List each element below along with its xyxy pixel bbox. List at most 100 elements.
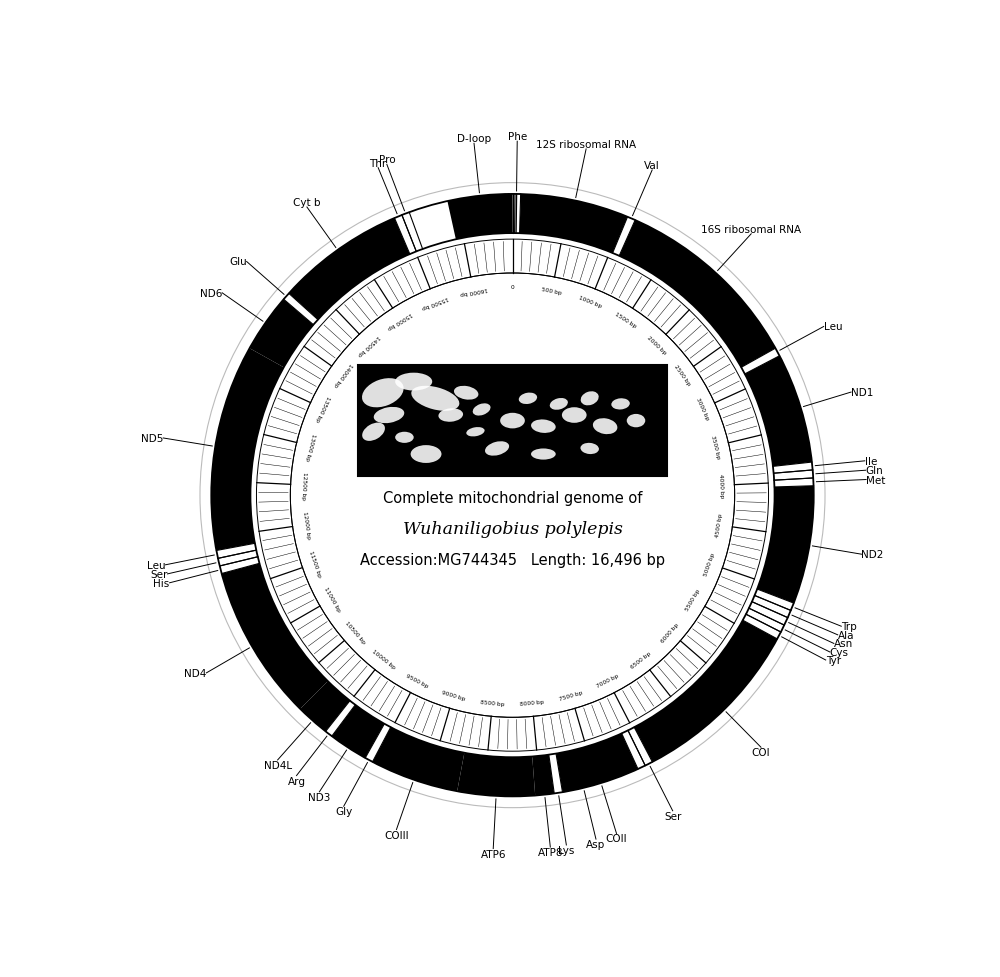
Text: Wuhaniligobius polylepis: Wuhaniligobius polylepis <box>403 521 622 537</box>
Ellipse shape <box>473 404 491 416</box>
Text: 9500 bp: 9500 bp <box>405 673 429 689</box>
Ellipse shape <box>531 449 556 460</box>
Text: 1000 bp: 1000 bp <box>578 295 602 309</box>
Text: ND5: ND5 <box>141 434 163 444</box>
Text: Ile: Ile <box>865 456 877 466</box>
Ellipse shape <box>438 408 463 422</box>
Text: 3000 bp: 3000 bp <box>695 397 710 421</box>
Wedge shape <box>622 731 645 769</box>
Wedge shape <box>289 219 410 320</box>
Wedge shape <box>332 705 384 758</box>
Text: Ser: Ser <box>664 811 681 821</box>
Text: 12000 bp: 12000 bp <box>302 511 310 539</box>
Wedge shape <box>746 609 784 632</box>
Wedge shape <box>556 734 638 792</box>
Ellipse shape <box>611 399 630 410</box>
Wedge shape <box>634 620 777 762</box>
Wedge shape <box>220 557 259 573</box>
Ellipse shape <box>500 413 525 429</box>
Ellipse shape <box>466 428 485 437</box>
Wedge shape <box>774 471 813 481</box>
Text: 1500 bp: 1500 bp <box>614 312 637 329</box>
Wedge shape <box>532 755 554 795</box>
Text: Gly: Gly <box>335 806 352 817</box>
Text: Thr: Thr <box>370 158 387 168</box>
Wedge shape <box>741 349 780 374</box>
Text: 10500 bp: 10500 bp <box>344 619 366 644</box>
Text: ND1: ND1 <box>851 388 873 398</box>
Ellipse shape <box>411 386 459 411</box>
Wedge shape <box>757 487 814 604</box>
Text: COII: COII <box>606 833 627 843</box>
Ellipse shape <box>395 432 414 444</box>
Wedge shape <box>613 218 635 257</box>
Wedge shape <box>373 728 464 791</box>
Ellipse shape <box>531 420 556 434</box>
Wedge shape <box>394 216 416 255</box>
Wedge shape <box>520 194 628 254</box>
Text: Asn: Asn <box>834 639 853 649</box>
Text: ND4L: ND4L <box>264 760 292 770</box>
Wedge shape <box>619 221 775 368</box>
Text: 12500 bp: 12500 bp <box>301 471 307 499</box>
Wedge shape <box>447 194 512 240</box>
Text: 10000 bp: 10000 bp <box>371 649 396 670</box>
Text: 16S ribosomal RNA: 16S ribosomal RNA <box>701 225 801 234</box>
Text: 9000 bp: 9000 bp <box>441 690 466 701</box>
Text: Val: Val <box>644 161 660 171</box>
Text: Tyr: Tyr <box>826 656 841 665</box>
Text: Phe: Phe <box>508 132 527 142</box>
Text: 8000 bp: 8000 bp <box>520 700 545 706</box>
Text: 2500 bp: 2500 bp <box>673 363 692 386</box>
Ellipse shape <box>485 442 509 456</box>
Text: Pro: Pro <box>379 155 395 165</box>
Wedge shape <box>222 564 328 709</box>
Text: D-loop: D-loop <box>457 134 491 145</box>
Ellipse shape <box>362 379 404 407</box>
Text: ND6: ND6 <box>200 288 222 298</box>
Wedge shape <box>749 602 788 625</box>
Text: 4500 bp: 4500 bp <box>715 513 723 537</box>
Circle shape <box>196 180 829 812</box>
Text: Arg: Arg <box>288 776 306 786</box>
Text: Ala: Ala <box>838 630 854 640</box>
Ellipse shape <box>593 419 617 435</box>
Text: Met: Met <box>866 475 885 485</box>
Ellipse shape <box>562 407 587 423</box>
Wedge shape <box>774 479 814 488</box>
Wedge shape <box>743 615 781 639</box>
Text: Cys: Cys <box>830 648 849 658</box>
Text: Accession:MG744345   Length: 16,496 bp: Accession:MG744345 Length: 16,496 bp <box>360 552 665 567</box>
Text: Trp: Trp <box>841 621 857 631</box>
Ellipse shape <box>581 392 599 405</box>
Wedge shape <box>745 357 812 467</box>
Wedge shape <box>216 544 256 559</box>
Text: 3500 bp: 3500 bp <box>710 434 721 459</box>
Text: COI: COI <box>752 747 770 757</box>
Text: 13500 bp: 13500 bp <box>315 395 331 423</box>
Text: 16000 bp: 16000 bp <box>459 286 487 296</box>
Text: Complete mitochondrial genome of: Complete mitochondrial genome of <box>383 490 642 505</box>
Ellipse shape <box>519 393 537 404</box>
Ellipse shape <box>550 399 568 410</box>
Text: Leu: Leu <box>147 560 165 571</box>
Text: Lys: Lys <box>558 845 575 855</box>
Text: ATP8: ATP8 <box>538 847 563 857</box>
Wedge shape <box>402 213 423 252</box>
Ellipse shape <box>374 407 404 424</box>
Text: 11500 bp: 11500 bp <box>308 550 322 577</box>
Bar <box>358 365 667 477</box>
Wedge shape <box>628 728 652 766</box>
Text: Asp: Asp <box>586 839 606 849</box>
Wedge shape <box>300 681 350 732</box>
Text: 13000 bp: 13000 bp <box>304 432 316 460</box>
Wedge shape <box>512 194 521 234</box>
Wedge shape <box>365 724 391 762</box>
Wedge shape <box>755 589 794 611</box>
Text: Ser: Ser <box>150 570 167 579</box>
Text: ND2: ND2 <box>861 550 884 560</box>
Ellipse shape <box>454 387 478 401</box>
Text: 15500 bp: 15500 bp <box>421 295 449 310</box>
Circle shape <box>290 274 735 717</box>
Text: Gln: Gln <box>866 466 883 476</box>
